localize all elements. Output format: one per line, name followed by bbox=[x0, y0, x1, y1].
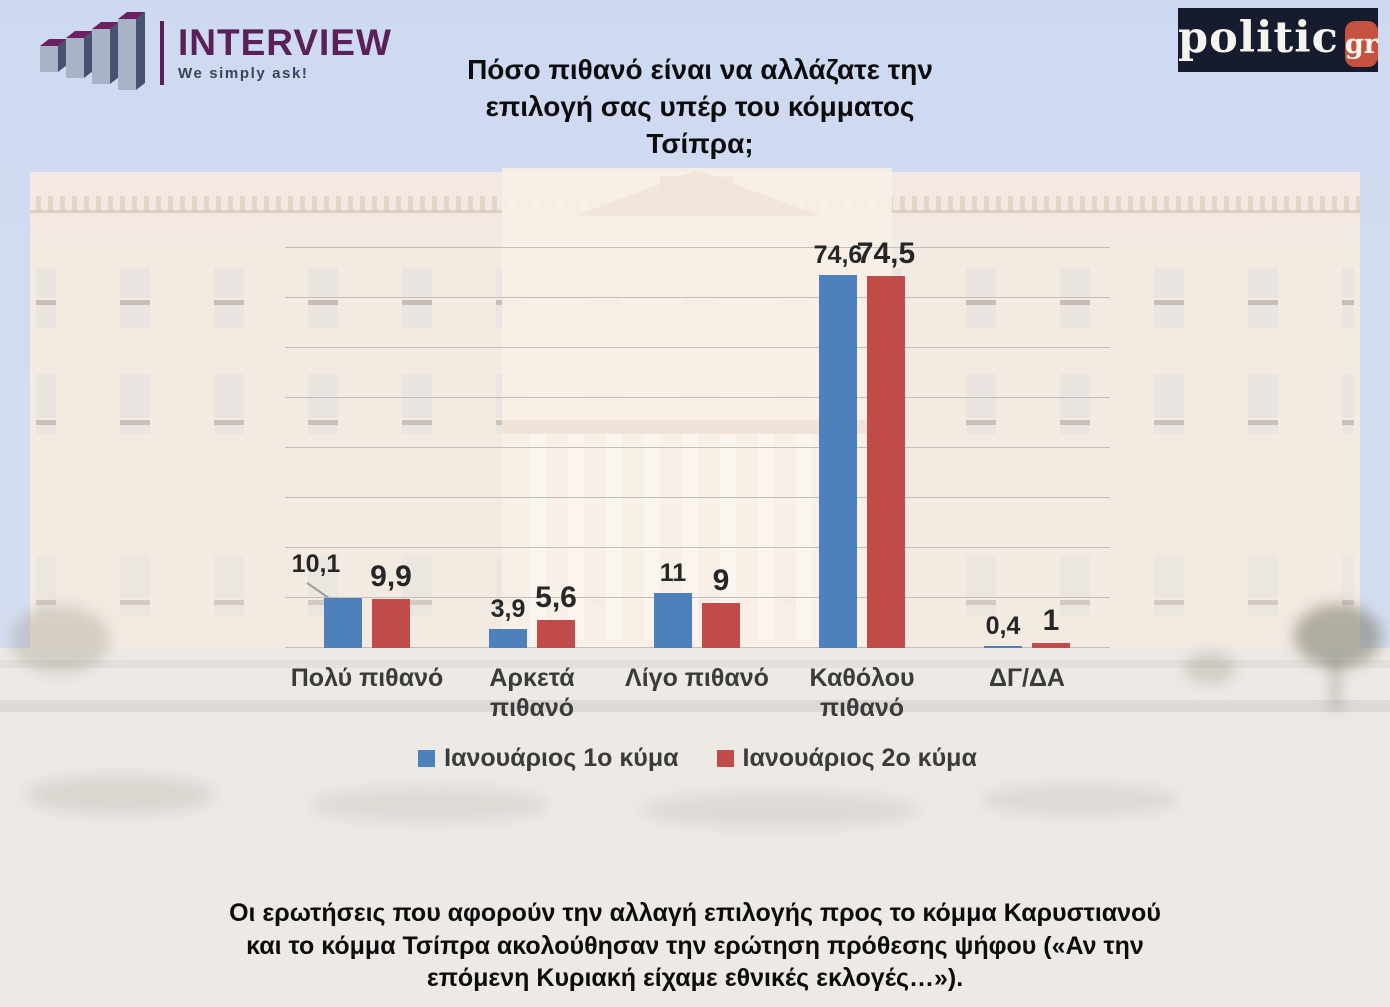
interview-logo-name: INTERVIEW bbox=[178, 22, 392, 63]
category-label: Πολύ πιθανό bbox=[290, 664, 444, 692]
bar-chart-3d-icon bbox=[40, 12, 145, 90]
value-label: 11 bbox=[659, 559, 687, 587]
category-label: Αρκετά πιθανό bbox=[489, 664, 575, 722]
value-label: 3,9 bbox=[490, 594, 526, 623]
leader-line bbox=[306, 581, 329, 599]
politic-wordmark: politic bbox=[1178, 12, 1339, 63]
gridline bbox=[285, 397, 1110, 398]
politic-logo: politic gr bbox=[1178, 8, 1378, 72]
chart-title-line2: επιλογή σας υπέρ του κόμματος bbox=[485, 90, 915, 122]
value-label: 1 bbox=[1042, 604, 1060, 637]
gridline bbox=[285, 497, 1110, 498]
value-label: 9 bbox=[712, 564, 730, 597]
legend-label: Ιανουάριος 1ο κύμα bbox=[444, 744, 679, 772]
interview-logo: INTERVIEW We simply ask! bbox=[38, 8, 392, 98]
value-label: 5,6 bbox=[535, 581, 577, 614]
gridline bbox=[285, 447, 1110, 448]
politic-gr-badge: gr bbox=[1344, 21, 1378, 67]
bar-series1-4 bbox=[819, 275, 857, 648]
gridline bbox=[285, 647, 1110, 648]
bar-series2-1 bbox=[372, 598, 410, 648]
gridline bbox=[285, 597, 1110, 598]
footnote-line2: και το κόμμα Τσίπρα ακολούθησαν την ερώτ… bbox=[246, 931, 1144, 960]
logo-divider bbox=[160, 21, 164, 85]
chart-title-line3: Τσίπρα; bbox=[646, 127, 754, 159]
chart-title: Πόσο πιθανό είναι να αλλάζατε την επιλογ… bbox=[445, 52, 955, 163]
bar-series2-2 bbox=[537, 620, 575, 648]
category-label: Καθόλου πιθανό bbox=[809, 664, 915, 722]
bar-series1-2 bbox=[489, 628, 527, 648]
value-label: 10,1 bbox=[291, 549, 341, 578]
footnote-line3: επόμενη Κυριακή είχαμε εθνικές εκλογές…»… bbox=[426, 964, 964, 992]
value-label: 74,5 bbox=[856, 236, 916, 270]
bar-series1-5 bbox=[984, 646, 1022, 648]
legend-item: Ιανουάριος 2ο κύμα bbox=[716, 744, 977, 773]
legend-swatch-icon bbox=[716, 750, 734, 767]
bar-series2-3 bbox=[702, 603, 740, 648]
bar-series2-4 bbox=[867, 275, 905, 648]
chart-legend: Ιανουάριος 1ο κύμα Ιανουάριος 2ο κύμα bbox=[285, 744, 1110, 773]
interview-logo-tagline: We simply ask! bbox=[178, 65, 309, 82]
gridline bbox=[285, 297, 1110, 298]
gridline bbox=[285, 347, 1110, 348]
chart-title-line1: Πόσο πιθανό είναι να αλλάζατε την bbox=[467, 54, 933, 85]
gridline bbox=[285, 247, 1110, 248]
category-label: ΔΓ/ΔΑ bbox=[989, 664, 1065, 692]
footnote: Οι ερωτήσεις που αφορούν την αλλαγή επιλ… bbox=[215, 897, 1175, 995]
bar-series1-3 bbox=[654, 593, 692, 648]
legend-label: Ιανουάριος 2ο κύμα bbox=[742, 744, 977, 772]
gridline bbox=[285, 547, 1110, 548]
legend-swatch-icon bbox=[418, 750, 436, 767]
bar-chart-plot: 10,1 9,9 Πολύ πιθανό 3,9 5,6 Αρκετά πιθανό 11 9… bbox=[285, 238, 1110, 722]
bar-series2-5 bbox=[1032, 643, 1070, 648]
legend-item: Ιανουάριος 1ο κύμα bbox=[418, 744, 679, 773]
value-label: 9,9 bbox=[370, 559, 412, 593]
bar-series1-1 bbox=[324, 597, 362, 648]
value-label: 0,4 bbox=[985, 612, 1021, 640]
value-label: 74,6 bbox=[813, 241, 863, 269]
category-label: Λίγο πιθανό bbox=[625, 664, 769, 692]
footnote-line1: Οι ερωτήσεις που αφορούν την αλλαγή επιλ… bbox=[229, 899, 1161, 927]
